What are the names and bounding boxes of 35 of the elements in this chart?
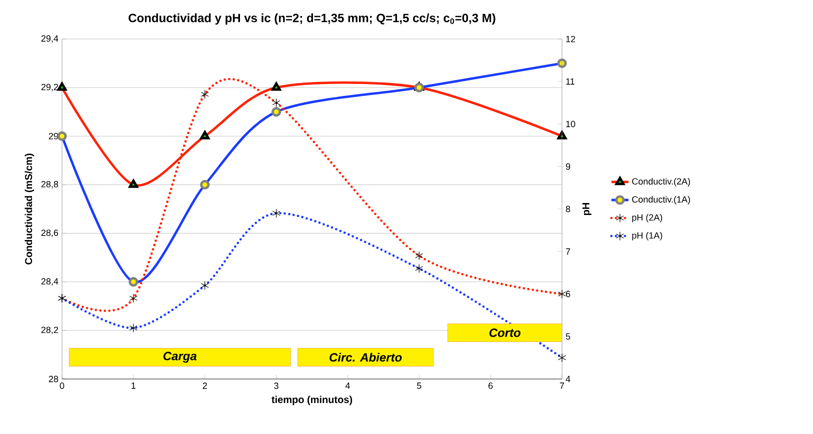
x-tick-label: 2 (202, 382, 207, 389)
y2-tick-label: 7 (566, 248, 570, 255)
y2-tick-label: 10 (566, 120, 576, 128)
y-tick-label: 28,4 (41, 278, 58, 286)
x-tick-label: 1 (132, 382, 136, 389)
y2-tick-label: 6 (566, 290, 570, 298)
y-axis-title: Conductividad (mS/cm) (24, 154, 34, 264)
y-tick-label: 28,6 (41, 230, 58, 237)
x-axis-title: tiempo (minutos) (272, 396, 352, 406)
y2-tick-label: 9 (566, 163, 570, 170)
y2-tick-label: 11 (566, 78, 574, 85)
legend-label: Conductiv.(2A) (632, 178, 690, 186)
y-tick-label: 28,2 (41, 326, 58, 334)
legend-label: Conductiv.(1A) (632, 196, 690, 204)
x-tick-label: 0 (60, 382, 64, 389)
legend-label: pH (1A) (632, 232, 662, 240)
chart-title: Conductividad y pH vs ic (n=2; d=1,35 mm; Q=1,5 cc/s; c$_{0}$=0,3 M) (128, 13, 496, 25)
x-tick-label: 6 (488, 382, 493, 389)
band-label: Corto (489, 328, 520, 337)
x-tick-label: 4 (345, 382, 350, 389)
x-tick-label: 5 (417, 382, 422, 389)
y2-axis-title: pH (582, 203, 592, 216)
y-tick-label: 28,8 (41, 180, 58, 188)
band-label: Circ. Abierto (330, 352, 402, 362)
y2-tick-label: 12 (566, 36, 576, 42)
x-tick-label: 3 (274, 382, 278, 389)
band-label: Carga (163, 352, 197, 363)
y-tick-label: 28 (48, 376, 58, 382)
x-tick-label: 7 (560, 382, 564, 389)
y2-tick-label: 8 (566, 206, 570, 212)
y2-tick-label: 5 (566, 333, 570, 340)
y-tick-label: 29,2 (41, 84, 58, 92)
legend-label: pH (2A) (632, 214, 662, 222)
y-tick-label: 29,4 (41, 35, 58, 43)
y2-tick-label: 4 (566, 376, 570, 382)
